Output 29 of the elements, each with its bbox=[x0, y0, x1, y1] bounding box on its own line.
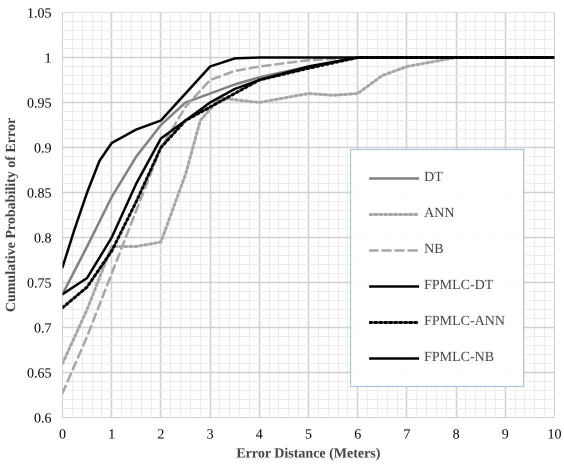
x-tick-label: 4 bbox=[256, 428, 263, 442]
y-tick-label: 1.05 bbox=[27, 6, 52, 22]
x-tick-label: 9 bbox=[502, 428, 509, 442]
x-axis-title: Error Distance (Meters) bbox=[236, 446, 381, 462]
x-tick-label: 6 bbox=[354, 428, 362, 442]
x-tick-label: 0 bbox=[59, 428, 66, 442]
y-tick-label: 1 bbox=[44, 52, 52, 66]
x-tick-label: 5 bbox=[305, 428, 312, 442]
y-tick-label: 0.95 bbox=[27, 96, 52, 112]
x-tick-label: 1 bbox=[108, 428, 116, 442]
y-axis-title: Cumulative Probability of Error bbox=[4, 118, 19, 312]
legend-label: NB bbox=[424, 242, 444, 258]
legend-label: FPMLC-DT bbox=[424, 278, 494, 294]
x-tick-label: 7 bbox=[403, 428, 410, 442]
y-tick-label: 0.75 bbox=[27, 276, 52, 292]
y-tick-label: 0.8 bbox=[34, 232, 52, 246]
y-tick-label: 0.9 bbox=[34, 142, 52, 156]
legend-label: FPMLC-NB bbox=[424, 350, 494, 366]
legend-label: FPMLC-ANN bbox=[424, 314, 505, 330]
x-tick-label: 3 bbox=[206, 428, 214, 442]
x-tick-label: 2 bbox=[157, 428, 164, 442]
x-tick-label: 10 bbox=[548, 428, 562, 442]
x-tick-label: 8 bbox=[452, 428, 460, 442]
legend-label: DT bbox=[424, 170, 444, 186]
y-tick-label: 0.85 bbox=[27, 186, 52, 202]
y-tick-label: 0.7 bbox=[34, 322, 52, 336]
y-tick-label: 0.6 bbox=[34, 412, 52, 426]
legend-label: ANN bbox=[424, 206, 454, 222]
y-tick-label: 0.65 bbox=[27, 366, 52, 382]
